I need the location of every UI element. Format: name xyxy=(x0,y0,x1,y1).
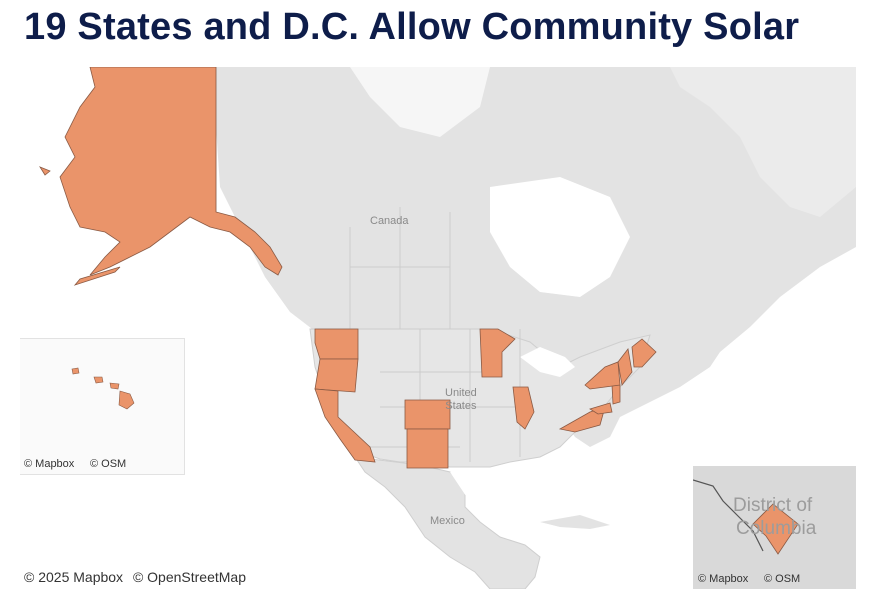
great-lakes xyxy=(520,347,575,377)
state-illinois[interactable] xyxy=(512,386,535,430)
label-mexico: Mexico xyxy=(430,515,465,527)
cuba-land xyxy=(540,515,610,529)
map-view[interactable]: Canada United States Mexico © Mapbox © O… xyxy=(20,67,856,589)
hawaii-map xyxy=(71,367,135,410)
dc-map xyxy=(693,479,799,555)
label-united-states: United States xyxy=(445,387,477,412)
main-map[interactable] xyxy=(20,67,856,589)
gulf-of-mexico xyxy=(450,467,560,522)
state-district-of-columbia[interactable] xyxy=(752,503,799,555)
state-maryland[interactable] xyxy=(589,402,613,415)
hawaii-attribution-osm[interactable]: © OSM xyxy=(90,458,127,470)
state-minnesota[interactable] xyxy=(479,328,516,378)
hawaii-attribution-mapbox[interactable]: © Mapbox xyxy=(24,458,75,470)
state-oregon[interactable] xyxy=(314,358,359,393)
state-new-england[interactable] xyxy=(617,348,633,386)
state-california[interactable] xyxy=(314,388,376,463)
page-title: 19 States and D.C. Allow Community Solar xyxy=(24,6,800,48)
state-maine[interactable] xyxy=(631,338,657,368)
hawaii-island-kauai xyxy=(71,367,80,375)
map-attribution: © 2025 Mapbox © OpenStreetMap xyxy=(24,569,246,585)
state-alaska-islands xyxy=(39,166,121,286)
dc-label-line2: Columbia xyxy=(736,518,817,539)
state-new-jersey[interactable] xyxy=(611,384,621,405)
arctic-water xyxy=(350,67,490,137)
dc-label-line1: District of xyxy=(733,495,813,516)
dc-river xyxy=(693,479,764,552)
hudson-bay xyxy=(490,177,630,297)
hawaii-island-oahu xyxy=(93,376,104,384)
state-washington[interactable] xyxy=(314,328,359,360)
state-colorado[interactable] xyxy=(404,399,451,430)
hawaii-inset[interactable]: © Mapbox © OSM xyxy=(20,338,185,475)
state-virginia[interactable] xyxy=(558,406,606,433)
greenland-land xyxy=(670,67,856,217)
dc-inset[interactable]: District of Columbia © Mapbox © OSM xyxy=(693,466,856,589)
dc-attribution-osm[interactable]: © OSM xyxy=(764,573,801,585)
dc-attribution-mapbox[interactable]: © Mapbox xyxy=(698,573,749,585)
hawaii-island-big xyxy=(118,390,135,410)
state-new-york[interactable] xyxy=(584,361,621,390)
attribution-osm[interactable]: © OpenStreetMap xyxy=(132,569,246,585)
hawaii-island-maui xyxy=(109,382,120,390)
state-alaska[interactable] xyxy=(59,67,283,276)
attribution-mapbox[interactable]: © 2025 Mapbox xyxy=(24,569,124,585)
state-new-mexico[interactable] xyxy=(406,428,449,469)
label-canada: Canada xyxy=(370,215,409,227)
highlighted-states xyxy=(39,67,657,469)
